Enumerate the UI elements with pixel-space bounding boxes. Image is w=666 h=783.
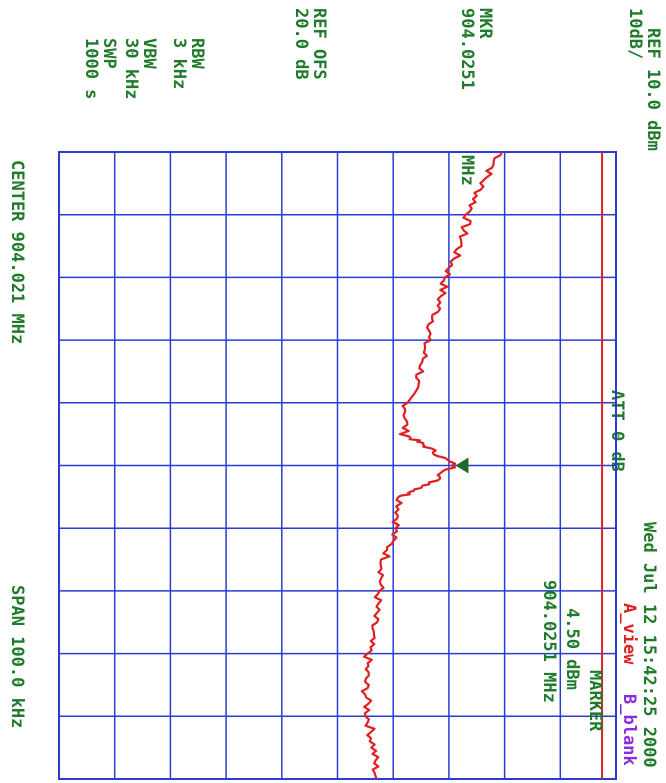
marker-box-frequency: 904.0251 MHz — [539, 580, 559, 703]
span-label: SPAN 100.0 kHz — [7, 585, 27, 729]
marker-triangle-icon — [455, 457, 469, 474]
center-frequency-label: CENTER 904.021 MHz — [7, 160, 27, 345]
marker-box-title: MARKER — [585, 670, 605, 732]
grid — [59, 152, 616, 779]
trace-a-line — [360, 151, 503, 780]
marker-box-level: 4.50 dBm — [562, 608, 582, 690]
